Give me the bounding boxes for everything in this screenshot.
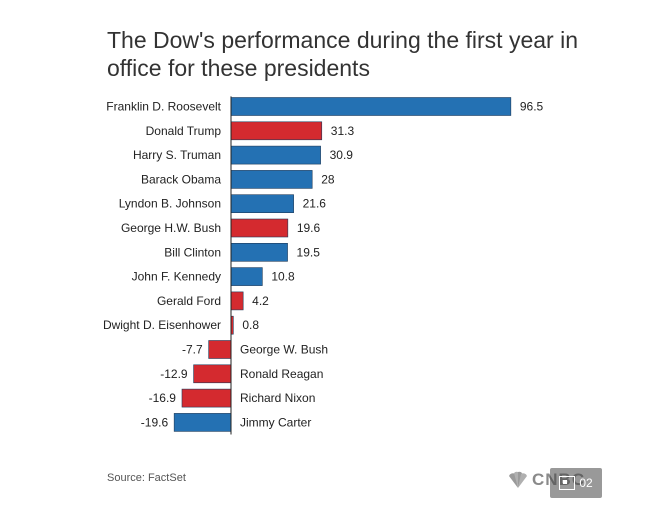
category-label: Ronald Reagan — [240, 367, 323, 381]
category-label: Lyndon B. Johnson — [119, 197, 221, 211]
data-label: 10.8 — [271, 270, 295, 284]
bar — [230, 170, 313, 189]
category-label: George W. Bush — [240, 343, 328, 357]
category-label: Richard Nixon — [240, 391, 315, 405]
category-label: John F. Kennedy — [132, 270, 221, 284]
data-label: 31.3 — [331, 124, 355, 138]
data-label: 96.5 — [520, 100, 544, 114]
category-label: Bill Clinton — [164, 245, 221, 259]
data-label: -12.9 — [160, 367, 188, 381]
image-icon — [559, 476, 576, 490]
category-label: Jimmy Carter — [240, 415, 311, 429]
bar — [230, 218, 289, 238]
chart-title: The Dow's performance during the first y… — [107, 27, 578, 81]
data-label: 0.8 — [242, 318, 259, 332]
peacock-icon — [509, 471, 527, 488]
category-label: Gerald Ford — [157, 294, 221, 308]
data-label: 4.2 — [252, 294, 269, 308]
data-label: 21.6 — [303, 197, 327, 211]
bar — [230, 243, 288, 262]
data-label: -19.6 — [141, 415, 169, 429]
image-count-badge[interactable]: 02 — [550, 468, 602, 498]
data-label: 30.9 — [330, 148, 354, 162]
bar — [181, 388, 232, 408]
category-label: Dwight D. Eisenhower — [103, 318, 221, 332]
bar-chart: Franklin D. Roosevelt 96.5 Donald Trump 31.… — [103, 96, 544, 435]
source-note: Source: FactSet — [107, 472, 186, 484]
data-label: 19.5 — [297, 245, 321, 259]
data-label: -7.7 — [182, 343, 203, 357]
badge-count: 02 — [579, 476, 593, 490]
data-label: 19.6 — [297, 221, 321, 235]
data-label: 28 — [321, 172, 335, 186]
category-label: Harry S. Truman — [133, 148, 221, 162]
category-label: Donald Trump — [146, 124, 222, 138]
bar — [173, 413, 232, 432]
bar — [208, 340, 232, 359]
bar — [230, 97, 512, 116]
category-label: Barack Obama — [141, 172, 221, 186]
bar — [230, 121, 323, 141]
bar — [230, 267, 263, 286]
bar — [193, 364, 232, 384]
bar — [230, 291, 244, 311]
bar — [230, 145, 321, 165]
data-label: -16.9 — [149, 391, 177, 405]
category-label: Franklin D. Roosevelt — [106, 100, 221, 114]
category-label: George H.W. Bush — [121, 221, 221, 235]
bar — [230, 194, 294, 213]
